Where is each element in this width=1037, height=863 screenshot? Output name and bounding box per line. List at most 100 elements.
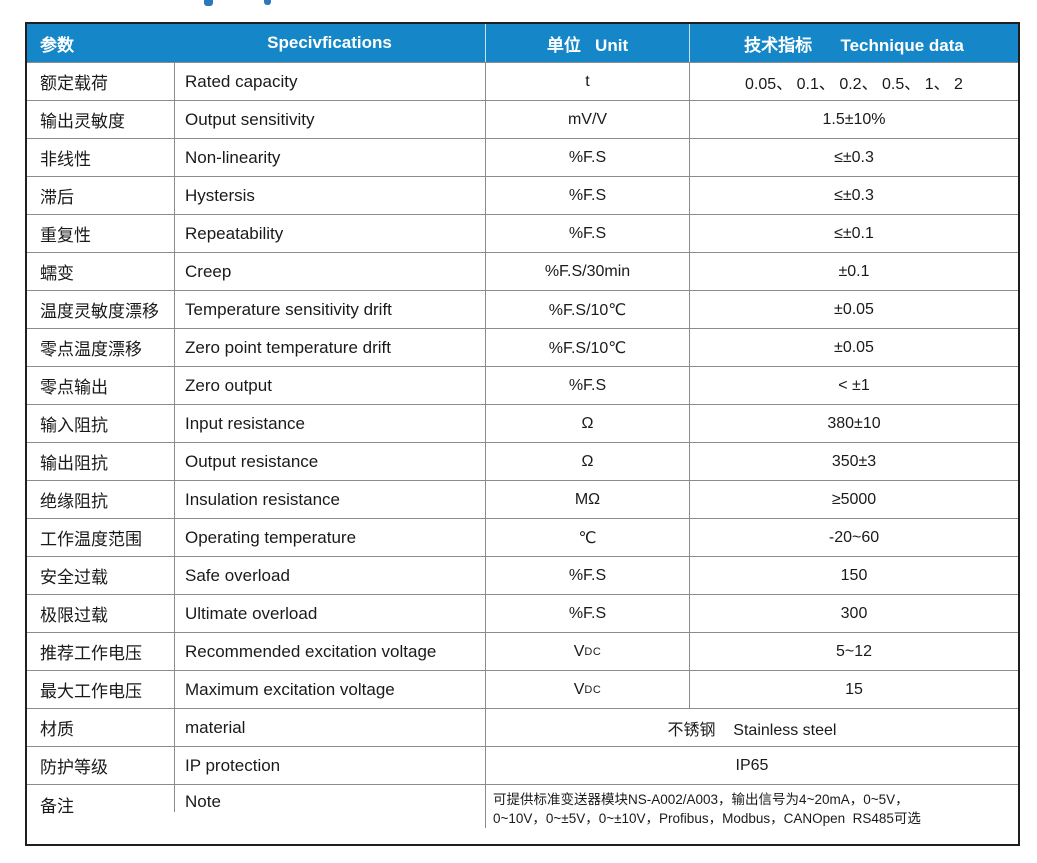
spec-cell: Repeatability <box>174 215 485 252</box>
table-row: 零点温度漂移 Zero point temperature drift %F.S/1… <box>27 328 1018 366</box>
table-row: 最大工作电压 Maximum excitation voltage V DC 15 <box>27 670 1018 708</box>
table-row: 滞后 Hystersis %F.S ≤±0.3 <box>27 176 1018 214</box>
unit-cell: V DC <box>485 633 689 670</box>
table-row: 极限过载 Ultimate overload %F.S 300 <box>27 594 1018 632</box>
cropped-title-artifact <box>204 0 213 6</box>
table-row: 额定载荷 Rated capacity t 0.05、 0.1、 0.2、 0.5、 … <box>27 62 1018 100</box>
table-row: 零点输出 Zero output %F.S < ±1 <box>27 366 1018 404</box>
unit-cell: %F.S <box>485 177 689 214</box>
value-cell: 150 <box>689 557 1018 594</box>
param-cell: 额定载荷 <box>40 74 108 93</box>
table-row: 温度灵敏度漂移 Temperature sensitivity drift %F.S… <box>27 290 1018 328</box>
value-cell: ±0.1 <box>689 253 1018 290</box>
table-row: 防护等级 IP protection IP65 <box>27 746 1018 784</box>
param-cell: 非线性 <box>40 150 91 169</box>
value-cell: ±0.05 <box>689 329 1018 366</box>
spec-cell: Rated capacity <box>174 63 485 100</box>
table-body: 额定载荷 Rated capacity t 0.05、 0.1、 0.2、 0.5、 … <box>27 62 1018 844</box>
param-cell: 安全过载 <box>40 568 108 587</box>
cropped-title-artifact <box>264 0 271 5</box>
param-cell: 备注 <box>40 797 74 816</box>
param-cell: 滞后 <box>40 188 74 207</box>
spec-cell: IP protection <box>174 747 485 784</box>
table-row: 非线性 Non-linearity %F.S ≤±0.3 <box>27 138 1018 176</box>
spec-cell: material <box>174 709 485 746</box>
unit-cell: mV/V <box>485 101 689 138</box>
param-cell: 材质 <box>40 720 74 739</box>
param-cell: 防护等级 <box>40 758 108 777</box>
spec-cell: Safe overload <box>174 557 485 594</box>
unit-cell: t <box>485 63 689 100</box>
spec-cell: Output resistance <box>174 443 485 480</box>
spec-cell: Zero point temperature drift <box>174 329 485 366</box>
table-row: 蠕变 Creep %F.S/30min ±0.1 <box>27 252 1018 290</box>
unit-cell: %F.S <box>485 215 689 252</box>
header-unit: 单位 Unit <box>485 24 689 62</box>
value-cell: 1.5±10% <box>689 101 1018 138</box>
table-row: 绝缘阻抗 Insulation resistance MΩ ≥5000 <box>27 480 1018 518</box>
table-row: 推荐工作电压 Recommended excitation voltage V DC 5… <box>27 632 1018 670</box>
note-value-cell: 可提供标准变送器模块NS-A002/A003，输出信号为4~20mA，0~5V，… <box>485 785 1018 828</box>
value-cell: -20~60 <box>689 519 1018 556</box>
spec-cell: Insulation resistance <box>174 481 485 518</box>
param-cell: 输出阻抗 <box>40 454 108 473</box>
value-cell: 5~12 <box>689 633 1018 670</box>
unit-cell: %F.S <box>485 139 689 176</box>
param-cell: 推荐工作电压 <box>40 644 142 663</box>
spec-cell: Temperature sensitivity drift <box>174 291 485 328</box>
param-cell: 绝缘阻抗 <box>40 492 108 511</box>
table-row: 重复性 Repeatability %F.S ≤±0.1 <box>27 214 1018 252</box>
spec-cell: Zero output <box>174 367 485 404</box>
unit-cell: Ω <box>485 405 689 442</box>
param-cell: 最大工作电压 <box>40 682 142 701</box>
unit-cell: ℃ <box>485 519 689 556</box>
table-row: 安全过载 Safe overload %F.S 150 <box>27 556 1018 594</box>
spec-cell: Note <box>174 785 485 812</box>
table-row: 输出阻抗 Output resistance Ω 350±3 <box>27 442 1018 480</box>
value-cell: ≤±0.3 <box>689 139 1018 176</box>
param-cell: 输出灵敏度 <box>40 112 125 131</box>
spec-cell: Creep <box>174 253 485 290</box>
spec-cell: Input resistance <box>174 405 485 442</box>
param-cell: 工作温度范围 <box>40 530 142 549</box>
unit-cell: %F.S <box>485 557 689 594</box>
merged-value-cell: IP65 <box>485 747 1018 784</box>
spec-cell: Recommended excitation voltage <box>174 633 485 670</box>
value-cell: ≤±0.3 <box>689 177 1018 214</box>
table-row: 输出灵敏度 Output sensitivity mV/V 1.5±10% <box>27 100 1018 138</box>
table-row: 备注 Note 可提供标准变送器模块NS-A002/A003，输出信号为4~20mA… <box>27 784 1018 844</box>
spec-cell: Hystersis <box>174 177 485 214</box>
value-cell: ±0.05 <box>689 291 1018 328</box>
value-cell: 380±10 <box>689 405 1018 442</box>
unit-cell: %F.S <box>485 367 689 404</box>
unit-cell: V DC <box>485 671 689 708</box>
param-cell: 零点输出 <box>40 378 108 397</box>
table-row: 材质 material 不锈钢 Stainless steel <box>27 708 1018 746</box>
header-technique-data: 技术指标 Technique data <box>689 24 1018 62</box>
unit-cell: %F.S/30min <box>485 253 689 290</box>
value-cell: 300 <box>689 595 1018 632</box>
table-row: 工作温度范围 Operating temperature ℃ -20~60 <box>27 518 1018 556</box>
merged-value-cell: 不锈钢 Stainless steel <box>485 709 1018 746</box>
specifications-table: 参数 Specivfications 单位 Unit 技术指标 Techniqu… <box>25 22 1020 846</box>
header-specifications: Specivfications <box>267 33 392 52</box>
unit-cell: %F.S/10℃ <box>485 291 689 328</box>
param-cell: 蠕变 <box>40 264 74 283</box>
spec-cell: Output sensitivity <box>174 101 485 138</box>
table-row: 输入阻抗 Input resistance Ω 380±10 <box>27 404 1018 442</box>
value-cell: 0.05、 0.1、 0.2、 0.5、 1、 2 <box>689 63 1018 100</box>
header-param: 参数 <box>40 35 74 55</box>
unit-cell: Ω <box>485 443 689 480</box>
param-cell: 输入阻抗 <box>40 416 108 435</box>
unit-cell: %F.S/10℃ <box>485 329 689 366</box>
spec-cell: Ultimate overload <box>174 595 485 632</box>
param-cell: 极限过载 <box>40 606 108 625</box>
value-cell: ≤±0.1 <box>689 215 1018 252</box>
value-cell: ≥5000 <box>689 481 1018 518</box>
spec-cell: Non-linearity <box>174 139 485 176</box>
spec-cell: Maximum excitation voltage <box>174 671 485 708</box>
table-header-row: 参数 Specivfications 单位 Unit 技术指标 Techniqu… <box>27 24 1018 62</box>
param-cell: 温度灵敏度漂移 <box>40 302 159 321</box>
value-cell: < ±1 <box>689 367 1018 404</box>
